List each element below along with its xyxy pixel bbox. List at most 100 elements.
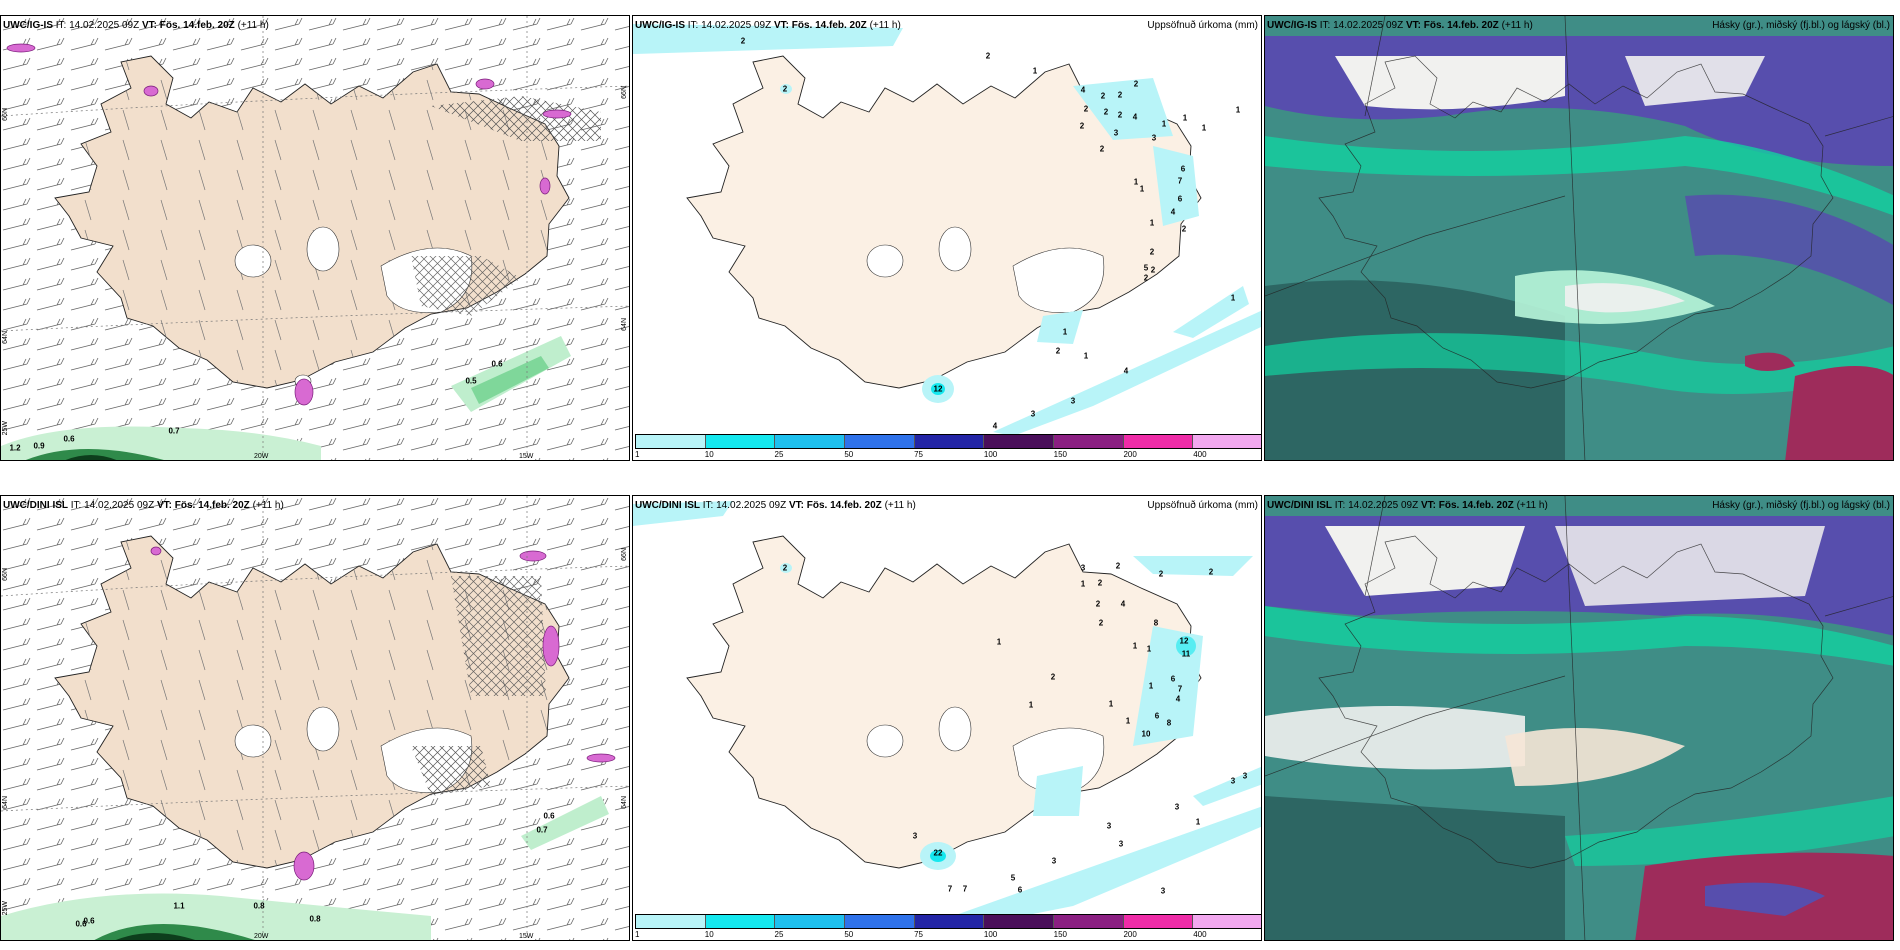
panel-header: UWC/IG-IS IT: 14.02.2025 09Z VT: Fös. 14… [1267, 20, 1533, 31]
map-precip-dini [633, 501, 1261, 926]
colorbar-cells [635, 914, 1261, 929]
value-label: 7 [947, 884, 953, 894]
value-label: 2 [1099, 144, 1105, 154]
value-label: 2 [1158, 569, 1164, 579]
model-name: UWC/DINI ISL [3, 500, 68, 511]
value-label: 11 [1181, 649, 1191, 659]
it-label: IT: [1319, 20, 1331, 31]
colorbar-tick-label: 25 [774, 930, 784, 939]
value-label: 6 [1017, 885, 1023, 895]
colorbar-cell [914, 915, 985, 928]
colorbar-cell [1193, 435, 1261, 448]
value-label: 1 [1032, 66, 1038, 76]
vt-label: VT: [773, 20, 789, 31]
it-value: 14.02.2025 09Z [69, 20, 140, 31]
it-label: IT: [702, 500, 714, 511]
panel-header: UWC/IG-IS IT: 14.02.2025 09Z VT: Fös. 14… [3, 20, 269, 31]
lon-label-25w: 25W [2, 901, 9, 916]
value-label: 2 [1149, 247, 1155, 257]
value-label: 4 [1080, 85, 1086, 95]
lon-label-15w: 15W [519, 933, 534, 940]
colorbar-tick-label: 200 [1123, 450, 1137, 459]
colorbar-cell [1123, 915, 1194, 928]
colorbar-tick-label: 75 [914, 930, 924, 939]
colorbar-labels: 1 10 25 50 75 100 150 200 400 [635, 929, 1261, 940]
value-label: 1 [1235, 105, 1241, 115]
it-value: 14.02.2025 09Z [1348, 500, 1419, 511]
value-label: 3 [1070, 396, 1076, 406]
colorbar-cell [845, 435, 915, 448]
panel-precip-igis: UWC/IG-IS IT: 14.02.2025 09Z VT: Fös. 14… [632, 15, 1262, 461]
value-label: 3 [1151, 133, 1157, 143]
it-value: 14.02.2025 09Z [1333, 20, 1404, 31]
panel-header: UWC/DINI ISL IT: 14.02.2025 09Z VT: Fös.… [1267, 500, 1548, 511]
right-lat-64n: 64N [621, 796, 628, 809]
it-value: 14.02.2025 09Z [701, 20, 772, 31]
colorbar: 1 10 25 50 75 100 150 200 400 [635, 914, 1261, 940]
colorbar-tick-label: 25 [774, 450, 784, 459]
colorbar-cells [635, 434, 1261, 449]
lead-time: (+11 h) [869, 20, 901, 31]
value-label: 2 [1181, 224, 1187, 234]
value-label: 7 [1177, 176, 1183, 186]
vt-label: VT: [156, 500, 172, 511]
value-label: 1 [1062, 327, 1068, 337]
value-label: 6 [1154, 711, 1160, 721]
value-label: 0.6 [543, 811, 555, 821]
colorbar-cell [914, 435, 985, 448]
value-label: 0.6 [83, 916, 95, 926]
value-label: 2 [1097, 578, 1103, 588]
lead-time: (+11 h) [1501, 20, 1533, 31]
lat-label-66n: 66N [2, 568, 9, 581]
value-label: 3 [1106, 821, 1112, 831]
right-lat-66n: 66N [621, 548, 628, 561]
value-label: 2 [782, 563, 788, 573]
value-label: 2 [1079, 121, 1085, 131]
value-label: 4 [1175, 694, 1181, 704]
value-label: 1 [1108, 699, 1114, 709]
panel-title: Hásky (gr.), miðský (fj.bl.) og lágský (… [1712, 20, 1890, 31]
value-label: 8 [1166, 718, 1172, 728]
panel-header: UWC/IG-IS IT: 14.02.2025 09Z VT: Fös. 14… [635, 20, 901, 31]
colorbar-labels: 1 10 25 50 75 100 150 200 400 [635, 449, 1261, 460]
value-label: 2 [1208, 567, 1214, 577]
colorbar-cell [984, 435, 1055, 448]
panel-clouds-dini: UWC/DINI ISL IT: 14.02.2025 09Z VT: Fös.… [1264, 495, 1894, 941]
value-label: 0.8 [309, 914, 321, 924]
vt-value: Fös. 14.feb. 20Z [1438, 500, 1514, 511]
colorbar-tick-label: 10 [704, 930, 714, 939]
value-label: 1 [1161, 119, 1167, 129]
panel-header: UWC/DINI ISL IT: 14.02.2025 09Z VT: Fös.… [635, 500, 916, 511]
value-label: 7 [1177, 684, 1183, 694]
panel-clouds-igis: UWC/IG-IS IT: 14.02.2025 09Z VT: Fös. 14… [1264, 15, 1894, 461]
right-lat-64n: 64N [621, 318, 628, 331]
lon-label-15w: 15W [519, 453, 534, 460]
value-label: 6 [1177, 194, 1183, 204]
value-label: 0.9 [33, 441, 45, 451]
panel-precip-dini: UWC/DINI ISL IT: 14.02.2025 09Z VT: Fös.… [632, 495, 1262, 941]
value-label: 2 [985, 51, 991, 61]
value-label: 1.1 [173, 901, 185, 911]
lon-label-20w: 20W [254, 453, 269, 460]
lon-label-25w: 25W [2, 421, 9, 436]
lat-label-64n: 64N [2, 796, 9, 809]
map-wind-dini [1, 496, 629, 940]
right-lat-66n: 66N [621, 86, 628, 99]
value-label: 3 [1113, 128, 1119, 138]
value-label: 6 [1180, 164, 1186, 174]
value-label: 6 [1170, 674, 1176, 684]
value-label: 3 [1160, 886, 1166, 896]
colorbar-cell [705, 435, 776, 448]
panel-title: Uppsöfnuð úrkoma (mm) [1147, 500, 1258, 511]
colorbar-cell [775, 915, 846, 928]
value-label: 10 [1141, 729, 1151, 739]
colorbar-tick-label: 1 [635, 930, 640, 939]
value-label: 2 [1095, 599, 1101, 609]
vt-value: Fös. 14.feb. 20Z [1423, 20, 1499, 31]
value-label: 4 [1120, 599, 1126, 609]
it-value: 14.02.2025 09Z [84, 500, 155, 511]
lead-time: (+11 h) [1516, 500, 1548, 511]
value-label: 1 [1080, 579, 1086, 589]
value-label: 4 [1123, 366, 1129, 376]
it-value: 14.02.2025 09Z [716, 500, 787, 511]
